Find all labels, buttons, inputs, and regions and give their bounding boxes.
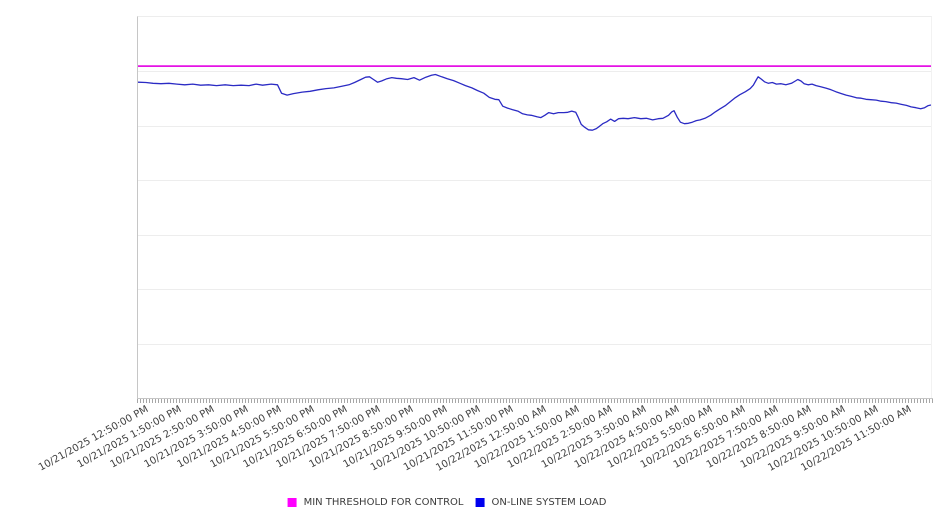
legend-swatch-system-load-icon xyxy=(475,498,485,507)
x-axis-labels: 10/21/2025 12:50:00 PM 10/21/2025 1:50:00… xyxy=(37,404,932,490)
gridline xyxy=(138,180,931,182)
legend-label-min-threshold: MIN THRESHOLD FOR CONTROL xyxy=(303,497,464,508)
gridline xyxy=(138,234,931,236)
gridline xyxy=(138,125,931,127)
gridline xyxy=(138,343,931,345)
chart-canvas xyxy=(138,65,931,131)
legend-swatch-min-threshold-icon xyxy=(287,498,297,507)
gridline xyxy=(138,289,931,291)
x-axis-ticks xyxy=(137,398,933,404)
chart-legend: MIN THRESHOLD FOR CONTROL ON-LINE SYSTEM… xyxy=(287,497,606,508)
legend-item-system-load: ON-LINE SYSTEM LOAD xyxy=(475,497,606,508)
system-load-line xyxy=(138,73,931,131)
legend-label-system-load: ON-LINE SYSTEM LOAD xyxy=(491,497,607,508)
gridline xyxy=(138,71,931,73)
legend-item-min-threshold: MIN THRESHOLD FOR CONTROL xyxy=(287,497,464,508)
plot-area xyxy=(137,16,932,398)
